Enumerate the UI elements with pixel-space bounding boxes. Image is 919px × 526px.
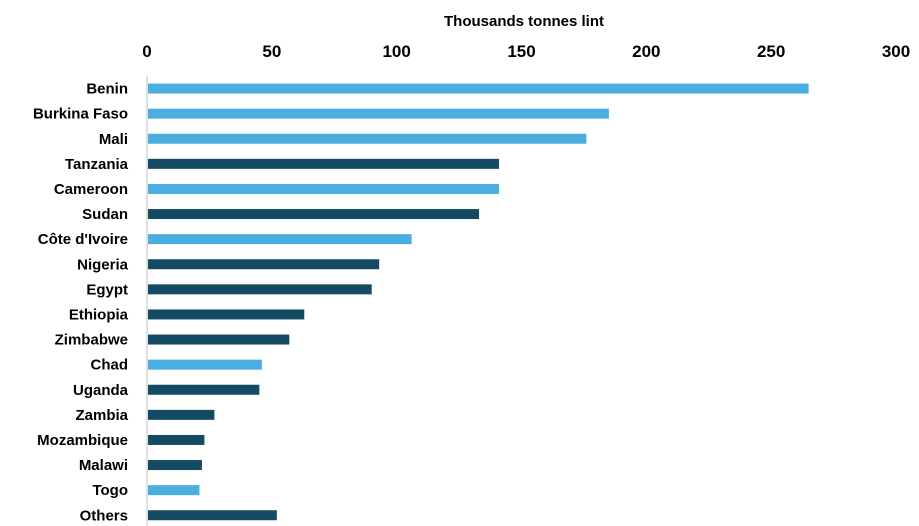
category-label: Chad [91,357,129,374]
bar [148,133,587,144]
category-label: Malawi [79,457,128,474]
category-label: Benin [86,81,128,98]
x-tick-label: 100 [382,42,410,61]
category-label: Zimbabwe [55,332,128,349]
category-label: Tanzania [65,156,129,173]
bar [148,284,372,295]
bar [148,409,215,420]
category-label: Mozambique [37,432,128,449]
bar [148,209,480,220]
category-label: Others [80,507,128,524]
category-label: Sudan [82,206,128,223]
category-labels: Benin Burkina Faso Mali Tanzania Cameroon Sud… [33,81,129,525]
bar [148,309,305,320]
category-label: Mali [99,131,128,148]
bar [148,183,500,194]
bar [148,83,809,94]
bar [148,108,609,119]
x-tick-label: 150 [507,42,535,61]
bar [148,334,290,345]
bars [148,83,809,521]
category-label: Zambia [75,407,128,424]
category-label: Uganda [73,382,129,399]
category-label: Burkina Faso [33,106,128,123]
category-label: Côte d'Ivoire [38,231,128,248]
bar [148,434,205,445]
category-label: Nigeria [77,256,129,273]
bar [148,485,200,496]
bar [148,359,262,370]
bar [148,384,260,395]
category-label: Cameroon [54,181,128,198]
bar [148,510,277,521]
x-axis-ticks: 0 50 100 150 200 250 300 [142,42,910,61]
x-tick-label: 0 [142,42,151,61]
x-tick-label: 50 [262,42,281,61]
bar [148,234,412,245]
category-label: Egypt [86,281,128,298]
x-tick-label: 300 [882,42,910,61]
x-tick-label: 200 [632,42,660,61]
bar [148,259,380,270]
category-label: Togo [92,482,128,499]
x-axis-title: Thousands tonnes lint [444,13,604,30]
bar [148,158,500,169]
x-tick-label: 250 [757,42,785,61]
category-label: Ethiopia [69,306,129,323]
bar [148,460,202,471]
